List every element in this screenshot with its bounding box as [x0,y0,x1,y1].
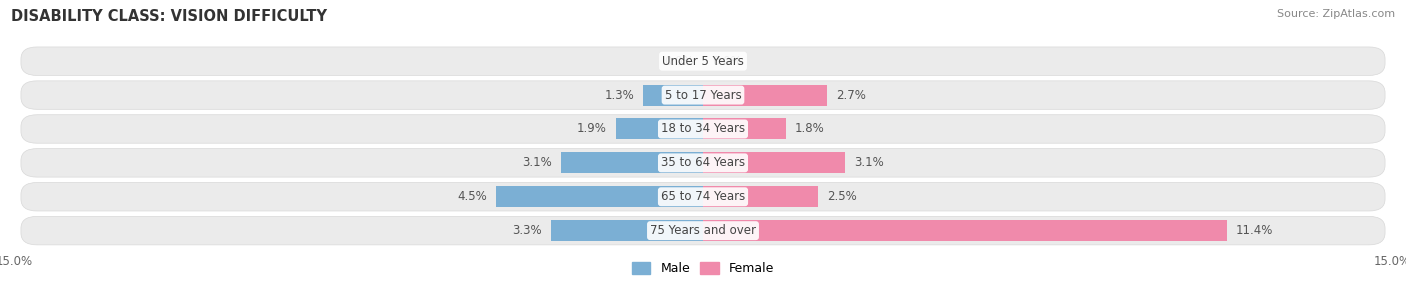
Text: 2.7%: 2.7% [837,88,866,102]
Legend: Male, Female: Male, Female [627,257,779,280]
Bar [616,119,703,140]
Text: 5 to 17 Years: 5 to 17 Years [665,88,741,102]
Text: 1.9%: 1.9% [576,123,606,136]
Text: 1.8%: 1.8% [794,123,824,136]
Bar [703,186,818,207]
Bar [703,85,827,105]
FancyBboxPatch shape [21,149,1385,177]
Bar [703,220,1226,241]
Bar [703,119,786,140]
Text: 3.1%: 3.1% [855,156,884,169]
Bar [551,220,703,241]
Text: 65 to 74 Years: 65 to 74 Years [661,190,745,203]
Text: 3.3%: 3.3% [513,224,543,237]
Text: 0.0%: 0.0% [664,55,693,68]
Text: 1.3%: 1.3% [605,88,634,102]
Bar [644,85,703,105]
Text: Source: ZipAtlas.com: Source: ZipAtlas.com [1277,9,1395,19]
Text: 0.0%: 0.0% [713,55,742,68]
Bar [561,152,703,173]
FancyBboxPatch shape [21,47,1385,75]
FancyBboxPatch shape [21,115,1385,143]
Text: 75 Years and over: 75 Years and over [650,224,756,237]
FancyBboxPatch shape [21,81,1385,109]
Text: 18 to 34 Years: 18 to 34 Years [661,123,745,136]
Text: 11.4%: 11.4% [1236,224,1274,237]
FancyBboxPatch shape [21,216,1385,245]
Text: 4.5%: 4.5% [457,190,486,203]
Text: 35 to 64 Years: 35 to 64 Years [661,156,745,169]
FancyBboxPatch shape [21,182,1385,211]
Text: 3.1%: 3.1% [522,156,551,169]
Text: 2.5%: 2.5% [827,190,856,203]
Bar [496,186,703,207]
Text: Under 5 Years: Under 5 Years [662,55,744,68]
Text: DISABILITY CLASS: VISION DIFFICULTY: DISABILITY CLASS: VISION DIFFICULTY [11,9,328,24]
Bar [703,152,845,173]
